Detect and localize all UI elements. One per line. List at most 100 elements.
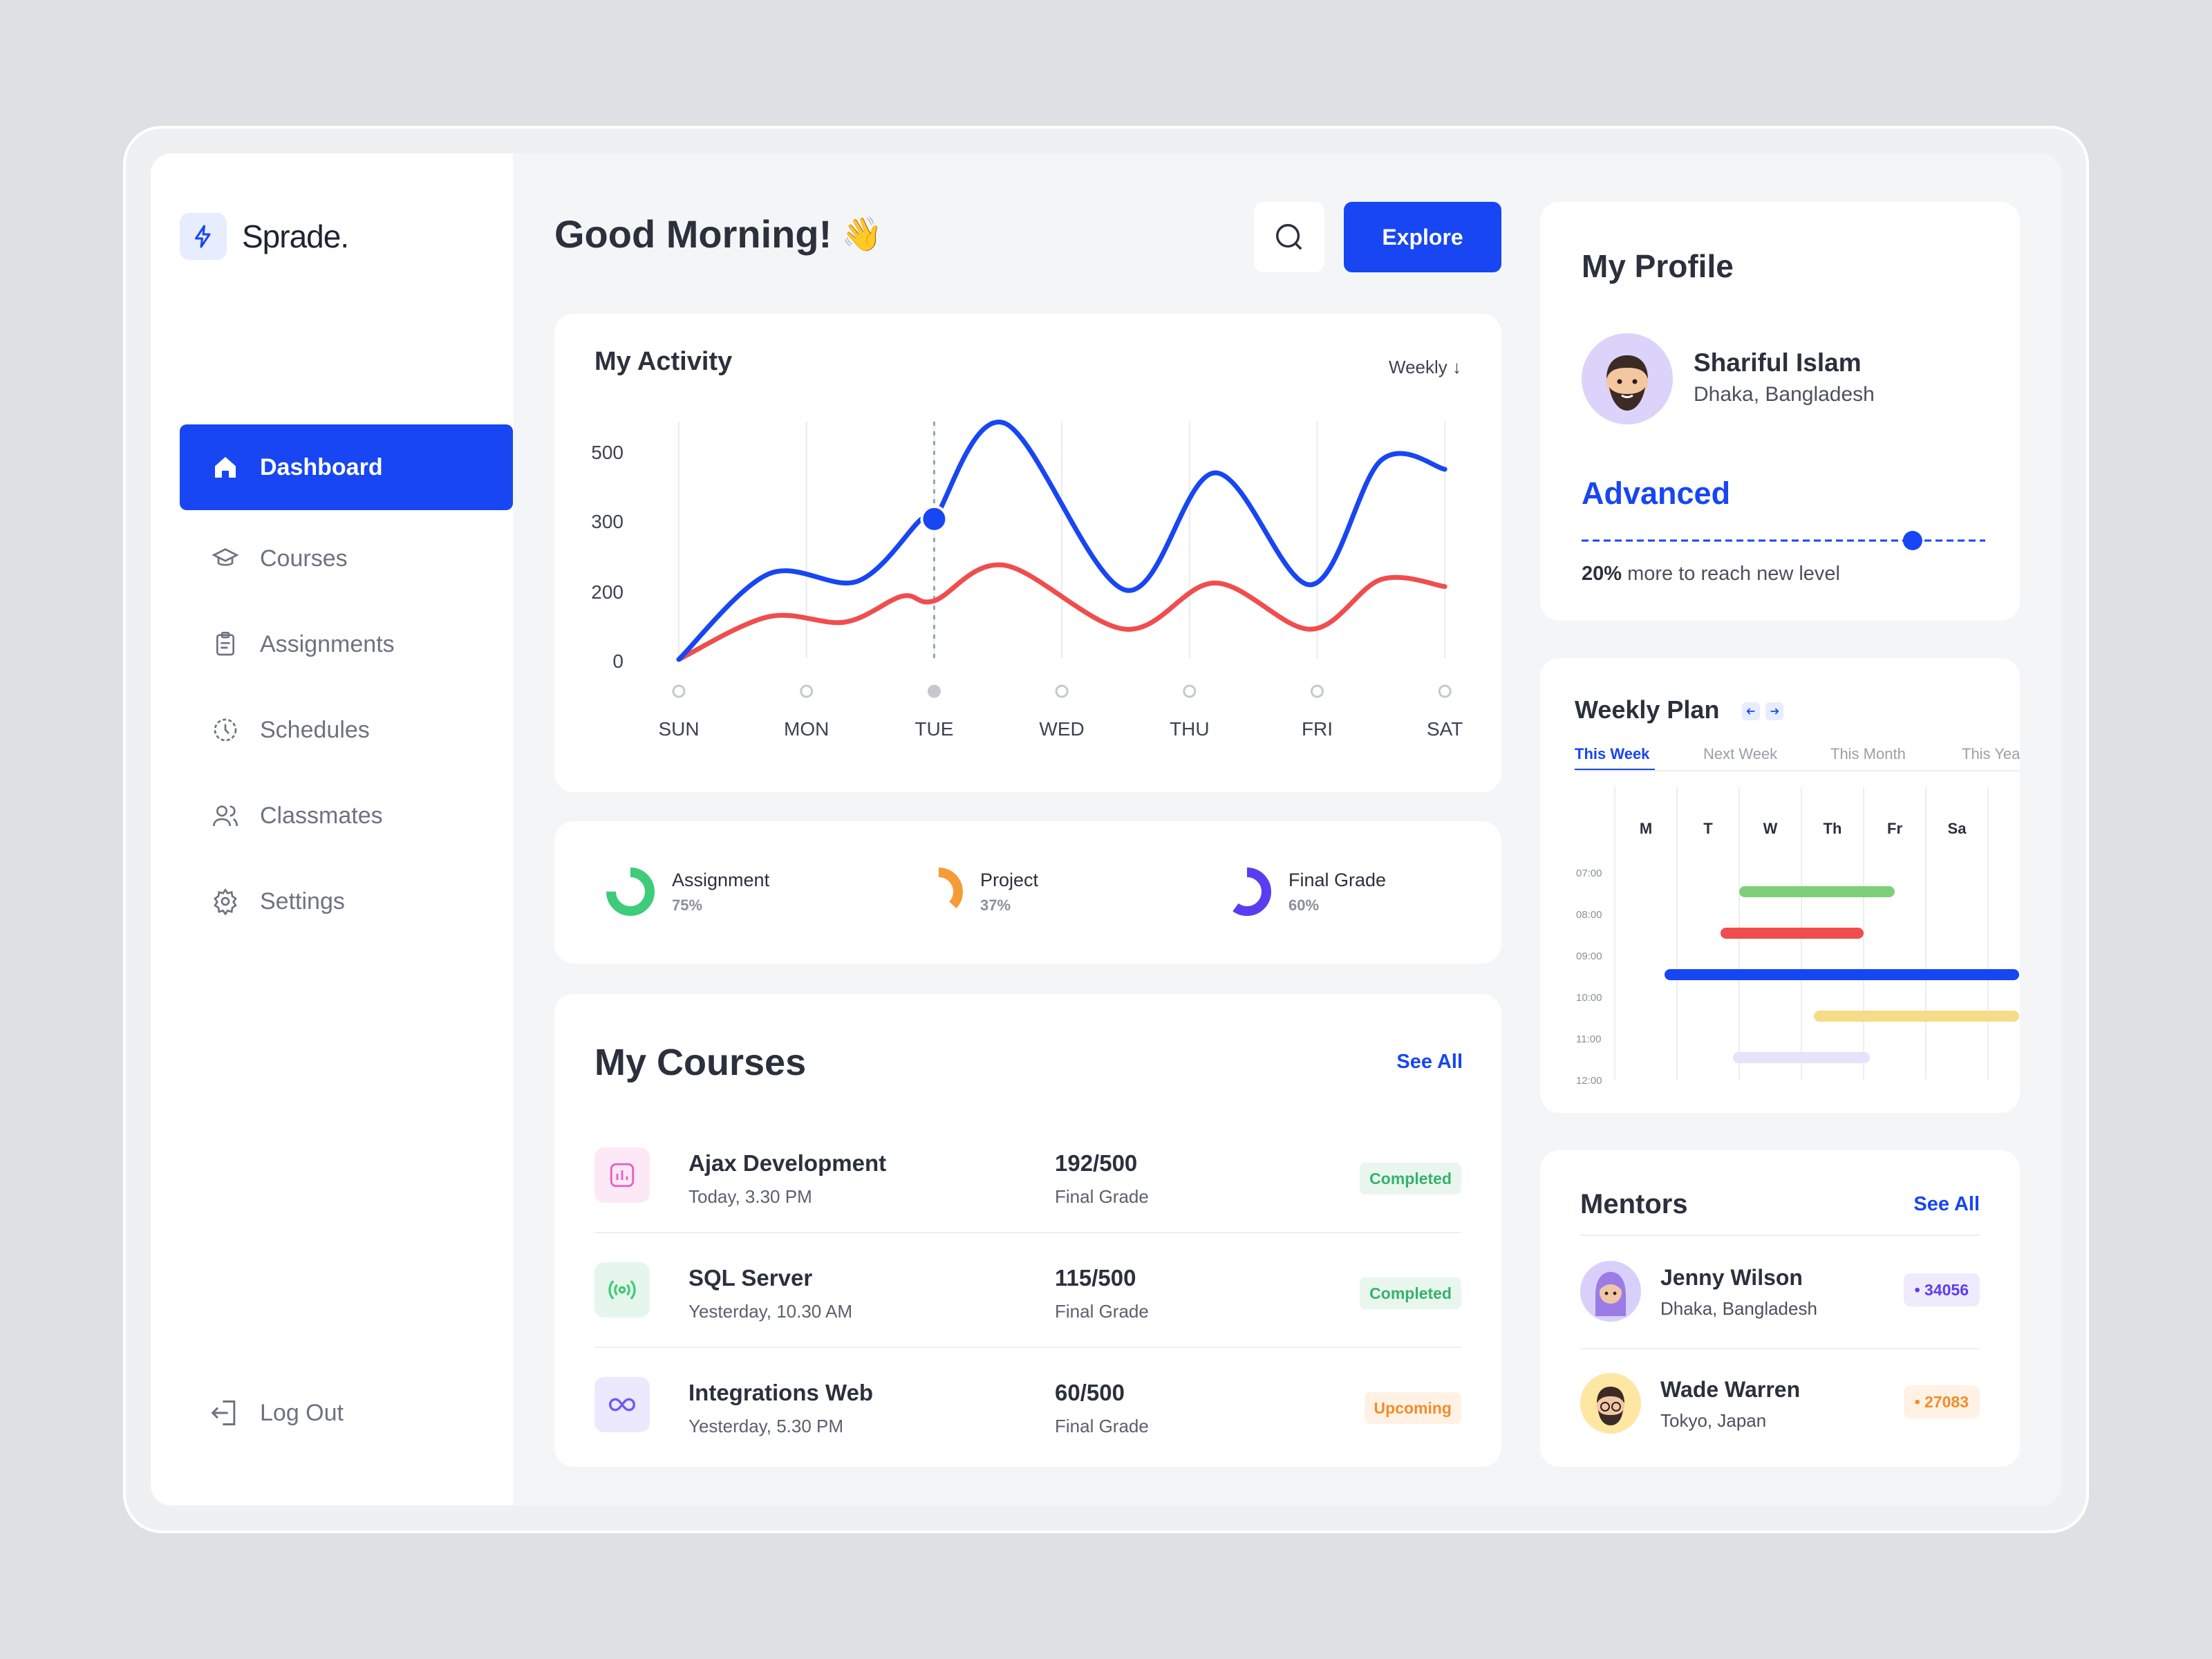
plan-event-bar[interactable] xyxy=(1721,928,1864,939)
wave-emoji-icon: 👋 xyxy=(841,216,883,253)
x-tick-label: SUN xyxy=(658,718,699,740)
mentor-location: Tokyo, Japan xyxy=(1660,1410,1767,1431)
sidebar-item-label: Dashboard xyxy=(260,453,383,480)
sidebar-item-label: Classmates xyxy=(260,802,383,829)
mentor-name: Jenny Wilson xyxy=(1660,1265,1803,1290)
course-name: Integrations Web xyxy=(688,1380,874,1405)
sidebar-nav: Dashboard Courses Assignments Schedules xyxy=(180,424,513,944)
x-tick-label: SAT xyxy=(1427,718,1463,740)
bolt-icon xyxy=(180,213,227,260)
tab-this-year[interactable]: This Year xyxy=(1962,745,2020,762)
plan-event-bar[interactable] xyxy=(1733,1052,1870,1063)
donut-fill xyxy=(915,868,963,916)
progress-card-final-grade[interactable]: Final Grade 60% xyxy=(1201,846,1471,937)
plan-day-label: Th xyxy=(1824,820,1842,837)
course-grade: 192/500 xyxy=(1055,1150,1138,1176)
mentor-row[interactable]: Jenny Wilson Dhaka, Bangladesh • 34056 xyxy=(1580,1237,1980,1348)
search-icon xyxy=(1276,224,1302,250)
plan-time-label: 12:00 xyxy=(1576,1075,1602,1087)
mentors-see-all-link[interactable]: See All xyxy=(1913,1193,1980,1215)
logout-button[interactable]: Log Out xyxy=(210,1398,344,1428)
plan-day-label: T xyxy=(1703,820,1713,837)
tab-this-week[interactable]: This Week xyxy=(1575,745,1650,762)
plan-event-bar[interactable] xyxy=(1814,1011,2019,1022)
status-badge: Completed xyxy=(1360,1163,1461,1194)
sidebar-item-schedules[interactable]: Schedules xyxy=(180,687,513,773)
course-row[interactable]: Ajax Development Today, 3.30 PM 192/500 … xyxy=(594,1118,1461,1233)
mentors-title: Mentors xyxy=(1580,1189,1688,1219)
x-tick-label: FRI xyxy=(1302,718,1333,740)
search-button[interactable] xyxy=(1254,202,1324,272)
plan-time-label: 08:00 xyxy=(1576,909,1602,921)
page-title: Good Morning! 👋 xyxy=(554,212,883,256)
plan-time-label: 09:00 xyxy=(1576,950,1602,962)
course-grade: 115/500 xyxy=(1055,1265,1136,1291)
avatar xyxy=(1580,1261,1641,1322)
home-icon xyxy=(210,452,241,482)
plan-day-label: Sa xyxy=(1948,820,1967,837)
level-note-text: more to reach new level xyxy=(1622,563,1840,585)
tab-this-month[interactable]: This Month xyxy=(1830,745,1906,762)
arrow-right-icon[interactable] xyxy=(1765,702,1783,720)
explore-button[interactable]: Explore xyxy=(1344,202,1501,272)
profile-name: Shariful Islam xyxy=(1694,348,1862,377)
y-tick-label: 300 xyxy=(591,511,624,532)
course-time: Yesterday, 10.30 AM xyxy=(688,1301,853,1322)
clock-icon xyxy=(210,715,241,745)
course-time: Today, 3.30 PM xyxy=(688,1186,812,1207)
course-grade: 60/500 xyxy=(1055,1380,1125,1405)
sidebar: Sprade. Dashboard Courses Assignments xyxy=(151,153,513,1506)
x-marker xyxy=(1438,684,1452,698)
brand-name: Sprade. xyxy=(242,218,349,254)
course-grade-label: Final Grade xyxy=(1055,1301,1149,1322)
brand-logo[interactable]: Sprade. xyxy=(180,213,349,260)
y-tick-label: 500 xyxy=(591,442,624,463)
mentor-score-badge: • 27083 xyxy=(1903,1385,1980,1418)
donut-fill xyxy=(606,868,655,916)
mentor-row[interactable]: Wade Warren Tokyo, Japan • 27083 xyxy=(1580,1349,1980,1460)
progress-card-project[interactable]: Project 37% xyxy=(893,846,1163,937)
users-icon xyxy=(210,800,241,831)
plan-day-label: M xyxy=(1640,820,1652,837)
broadcast-icon xyxy=(594,1262,650,1318)
x-tick-label: THU xyxy=(1170,718,1210,740)
course-row[interactable]: Integrations Web Yesterday, 5.30 PM 60/5… xyxy=(594,1348,1461,1463)
x-marker xyxy=(1311,684,1324,698)
progress-label: Final Grade xyxy=(1288,869,1387,890)
plan-event-bar[interactable] xyxy=(1665,969,2019,980)
profile-level: Advanced xyxy=(1582,476,1731,511)
highlight-point[interactable] xyxy=(920,505,948,533)
sidebar-item-classmates[interactable]: Classmates xyxy=(180,773,513,859)
plan-time-label: 07:00 xyxy=(1576,868,1602,879)
arrow-left-icon[interactable] xyxy=(1742,702,1760,720)
sidebar-item-settings[interactable]: Settings xyxy=(180,859,513,944)
course-row[interactable]: SQL Server Yesterday, 10.30 AM 115/500 F… xyxy=(594,1233,1461,1348)
sidebar-item-dashboard[interactable]: Dashboard xyxy=(180,424,513,510)
tab-next-week[interactable]: Next Week xyxy=(1703,745,1778,762)
plan-event-bar[interactable] xyxy=(1739,886,1895,897)
sidebar-item-assignments[interactable]: Assignments xyxy=(180,601,513,687)
chart-icon xyxy=(594,1147,650,1203)
avatar xyxy=(1580,1373,1641,1434)
clipboard-icon xyxy=(210,629,241,659)
progress-card-assignment[interactable]: Assignment 75% xyxy=(585,846,854,937)
sidebar-item-label: Courses xyxy=(260,545,348,572)
mentor-name: Wade Warren xyxy=(1660,1377,1801,1402)
sidebar-item-courses[interactable]: Courses xyxy=(180,516,513,601)
plan-day-label: W xyxy=(1763,820,1778,837)
app-window: Sprade. Dashboard Courses Assignments xyxy=(151,153,2061,1506)
sidebar-item-label: Schedules xyxy=(260,716,370,743)
courses-title: My Courses xyxy=(594,1042,807,1083)
courses-see-all-link[interactable]: See All xyxy=(1396,1051,1463,1073)
avatar[interactable] xyxy=(1582,333,1673,424)
progress-label: Project xyxy=(980,869,1039,890)
plan-time-label: 10:00 xyxy=(1576,992,1602,1004)
status-badge: Completed xyxy=(1360,1277,1461,1309)
activity-card: My Activity Weekly ↓ 0 200 300 500 SUN MON TUE… xyxy=(554,314,1501,792)
mentor-location: Dhaka, Bangladesh xyxy=(1660,1298,1817,1319)
progress-donut-project xyxy=(915,868,963,916)
period-dropdown[interactable]: Weekly ↓ xyxy=(1389,357,1461,377)
series-line xyxy=(676,420,1447,662)
graduation-cap-icon xyxy=(210,543,241,574)
plan-day-label: Fr xyxy=(1887,820,1902,837)
